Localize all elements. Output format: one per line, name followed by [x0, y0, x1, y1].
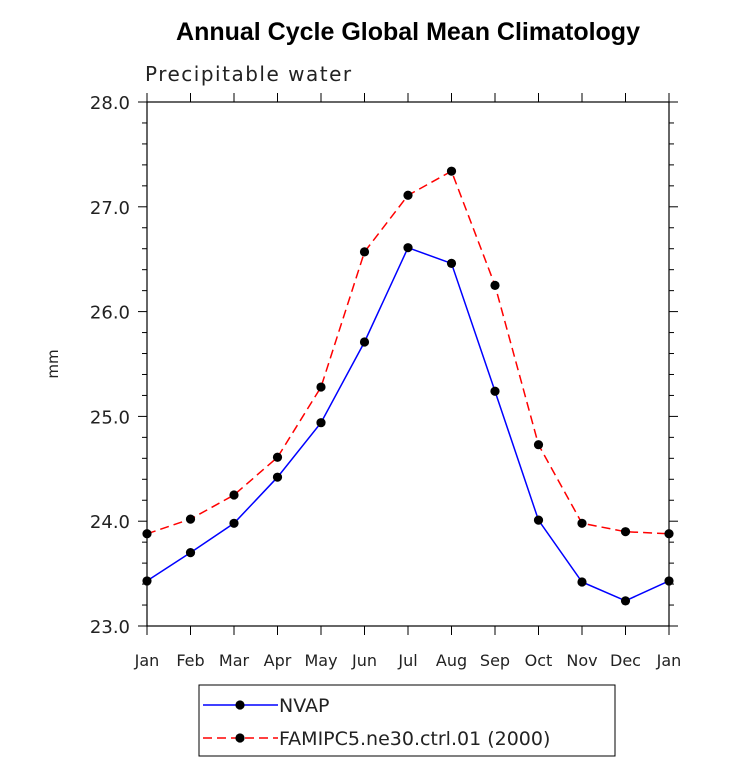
- x-tick-label: Nov: [566, 651, 597, 670]
- x-tick-label: Jan: [134, 651, 160, 670]
- data-point-famipc5: [577, 518, 587, 528]
- legend-label: NVAP: [279, 695, 329, 717]
- y-axis-label: mm: [44, 349, 62, 378]
- data-point-nvap: [229, 518, 239, 528]
- data-point-nvap: [316, 418, 326, 428]
- x-tick-label: Apr: [264, 651, 292, 670]
- data-point-famipc5: [664, 529, 674, 539]
- data-point-nvap: [490, 386, 500, 396]
- x-tick-label: Dec: [610, 651, 641, 670]
- y-tick-label: 26.0: [90, 303, 130, 324]
- chart-title: Annual Cycle Global Mean Climatology: [176, 18, 640, 46]
- legend-label: FAMIPC5.ne30.ctrl.01 (2000): [279, 728, 550, 750]
- plot-frame: [146, 101, 670, 627]
- y-tick-label: 28.0: [90, 93, 130, 114]
- legend-box: [198, 684, 616, 757]
- data-point-famipc5: [316, 382, 326, 392]
- y-tick-label: 23.0: [90, 617, 130, 638]
- series-line-nvap: [146, 246, 670, 602]
- data-point-famipc5: [359, 247, 370, 257]
- data-point-nvap: [272, 472, 283, 482]
- x-axis-ticks: Jan Feb Mar Apr May Jun Jul Aug Sep Oct Nov Dec Jan: [134, 93, 682, 670]
- x-tick-label: Sep: [480, 651, 510, 670]
- legend-marker: [235, 733, 245, 743]
- y-tick-label: 25.0: [90, 407, 130, 428]
- data-point-famipc5: [229, 490, 239, 500]
- x-tick-label: Jun: [351, 651, 377, 670]
- data-point-nvap: [359, 337, 370, 347]
- y-tick-label: 27.0: [90, 198, 130, 219]
- data-point-famipc5: [620, 527, 631, 537]
- data-point-famipc5: [490, 280, 500, 290]
- data-point-famipc5: [185, 514, 196, 524]
- x-tick-label: Oct: [525, 651, 553, 670]
- x-tick-label: Jul: [397, 651, 417, 670]
- data-point-nvap: [577, 577, 587, 587]
- data-point-nvap: [142, 576, 152, 586]
- series-line-famipc5: [146, 170, 670, 535]
- data-point-famipc5: [142, 529, 152, 539]
- legend-marker: [235, 700, 245, 710]
- data-point-nvap: [620, 596, 631, 606]
- data-point-nvap: [403, 243, 413, 253]
- data-point-nvap: [185, 548, 196, 558]
- x-tick-label: Jan: [656, 651, 682, 670]
- data-point-famipc5: [446, 166, 457, 176]
- series-layer: [142, 166, 674, 606]
- data-point-famipc5: [403, 190, 413, 200]
- y-axis-ticks: 23.0 24.0 25.0 26.0 27.0 28.0: [90, 93, 678, 638]
- x-tick-label: Mar: [219, 651, 250, 670]
- legend: NVAP FAMIPC5.ne30.ctrl.01 (2000): [203, 695, 550, 750]
- data-point-famipc5: [533, 440, 544, 450]
- x-tick-label: May: [304, 651, 337, 670]
- data-point-nvap: [664, 576, 674, 586]
- data-point-nvap: [533, 515, 544, 525]
- y-tick-label: 24.0: [90, 512, 130, 533]
- x-tick-label: Aug: [436, 651, 467, 670]
- x-tick-label: Feb: [176, 651, 204, 670]
- data-point-nvap: [446, 258, 457, 268]
- chart-subtitle: Precipitable water: [145, 62, 353, 86]
- data-point-famipc5: [272, 452, 283, 462]
